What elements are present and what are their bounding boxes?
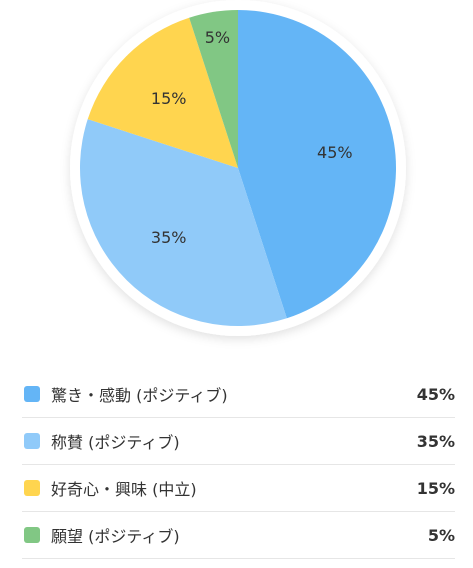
legend-swatch [24,433,40,449]
legend-item: 願望 (ポジティブ) 5% [22,512,455,559]
legend-value: 15% [416,478,455,498]
legend-item: 称賛 (ポジティブ) 35% [22,418,455,465]
legend-swatch [24,386,40,402]
legend-value: 45% [416,384,455,404]
pie-chart: 45% 35% 15% 5% [70,0,406,336]
legend: 驚き・感動 (ポジティブ) 45% 称賛 (ポジティブ) 35% 好奇心・興味 … [22,371,455,559]
pie-labels: 45% 35% 15% 5% [151,28,353,247]
slice-data-label: 15% [151,89,187,108]
legend-value: 5% [427,525,455,545]
legend-item: 驚き・感動 (ポジティブ) 45% [22,371,455,418]
legend-label: 願望 (ポジティブ) [51,527,180,546]
legend-item: 好奇心・興味 (中立) 15% [22,465,455,512]
slice-data-label: 45% [317,143,353,162]
legend-label: 好奇心・興味 (中立) [51,480,197,499]
pie-slice [238,10,397,319]
legend-value: 35% [416,431,455,451]
legend-label: 驚き・感動 (ポジティブ) [51,386,228,405]
slice-data-label: 5% [205,28,230,47]
legend-label: 称賛 (ポジティブ) [51,433,180,452]
pie-chart-svg: 45% 35% 15% 5% [70,0,406,336]
legend-swatch [24,527,40,543]
pie-slices [79,9,397,327]
legend-swatch [24,480,40,496]
slice-data-label: 35% [151,228,187,247]
pie-slice [87,17,238,169]
pie-slice [79,119,287,327]
pie-slice [189,9,238,168]
